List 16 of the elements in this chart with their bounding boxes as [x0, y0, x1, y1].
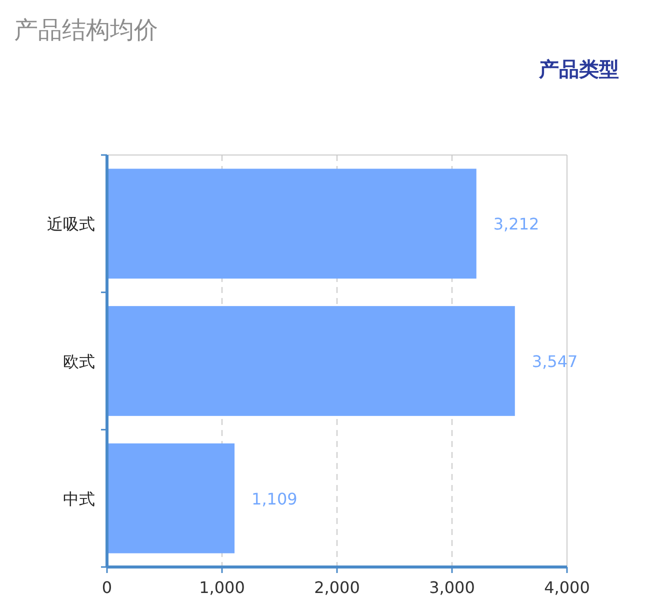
y-axis-title: 产品类型	[538, 57, 619, 81]
bar	[107, 443, 235, 554]
bar	[107, 306, 515, 416]
bar	[107, 168, 476, 279]
x-tick-label: 2,000	[314, 578, 360, 597]
data-label: 1,109	[252, 489, 298, 508]
x-tick-label: 0	[102, 578, 112, 597]
data-label: 3,212	[493, 214, 540, 234]
data-label: 3,547	[532, 352, 578, 371]
y-tick-label: 近吸式	[47, 214, 95, 234]
y-tick-label: 中式	[63, 489, 95, 508]
x-tick-label: 3,000	[429, 578, 475, 597]
y-tick-label: 欧式	[63, 352, 95, 371]
chart-title: 产品结构均价	[14, 16, 158, 44]
x-tick-label: 4,000	[544, 578, 590, 597]
x-tick-label: 1,000	[199, 578, 245, 597]
